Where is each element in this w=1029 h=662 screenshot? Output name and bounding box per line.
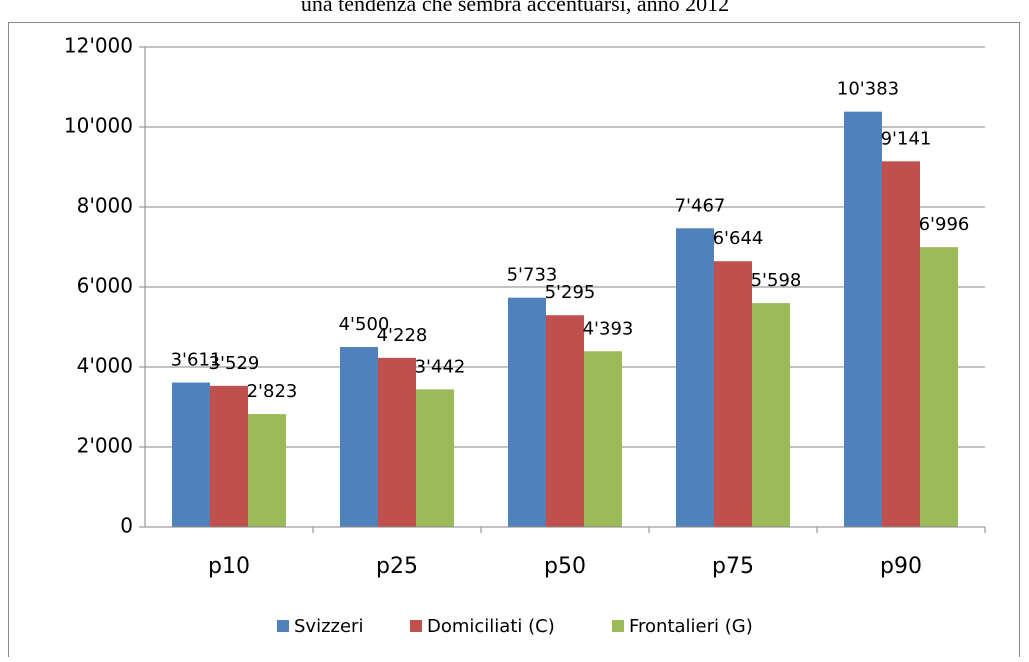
- data-label: 3'529: [209, 353, 260, 374]
- data-label: 6'644: [713, 228, 764, 249]
- data-label: 3'442: [415, 356, 466, 377]
- bar: [676, 228, 714, 527]
- data-label: 5'295: [545, 282, 596, 303]
- y-tick-label: 10'000: [64, 114, 133, 138]
- bar: [340, 347, 378, 527]
- y-tick-label: 6'000: [77, 274, 133, 298]
- bar: [248, 414, 286, 527]
- data-label: 3'611: [171, 350, 222, 371]
- data-label: 4'228: [377, 325, 428, 346]
- x-tick-label: p50: [544, 554, 586, 579]
- chart-title: una tendenza che sembra accentuarsi, ann…: [301, 0, 729, 16]
- bar: [882, 161, 920, 528]
- data-label: 4'500: [339, 314, 390, 335]
- legend-label: Svizzeri: [294, 616, 363, 637]
- y-tick-label: 0: [120, 514, 133, 538]
- chart-frame: [8, 22, 1020, 662]
- bar: [172, 382, 210, 527]
- legend-label: Frontalieri (G): [629, 616, 753, 637]
- bar: [752, 303, 790, 527]
- bar: [546, 315, 584, 527]
- y-tick-label: 4'000: [77, 354, 133, 378]
- y-tick-label: 12'000: [64, 34, 133, 58]
- bar: [508, 297, 546, 527]
- x-tick-label: p25: [376, 554, 418, 579]
- data-label: 2'823: [247, 381, 298, 402]
- x-tick-label: p75: [712, 554, 754, 579]
- bar: [584, 351, 622, 527]
- legend-swatch: [410, 620, 422, 632]
- data-label: 9'141: [881, 128, 932, 149]
- bar: [844, 111, 882, 528]
- legend-swatch: [612, 620, 624, 632]
- data-label: 5'733: [507, 265, 558, 286]
- data-label: 5'598: [751, 270, 802, 291]
- bar: [920, 247, 958, 527]
- bar: [416, 389, 454, 527]
- data-label: 4'393: [583, 318, 634, 339]
- legend-swatch: [277, 620, 289, 632]
- data-label: 7'467: [675, 195, 726, 216]
- y-tick-label: 8'000: [77, 194, 133, 218]
- x-tick-label: p90: [880, 554, 922, 579]
- y-tick-label: 2'000: [77, 434, 133, 458]
- data-label: 10'383: [837, 79, 899, 100]
- bar: [378, 357, 416, 527]
- x-tick-label: p10: [208, 554, 250, 579]
- bar: [210, 385, 248, 527]
- legend-label: Domiciliati (C): [427, 616, 555, 637]
- bar: [714, 261, 752, 527]
- data-label: 6'996: [919, 214, 970, 235]
